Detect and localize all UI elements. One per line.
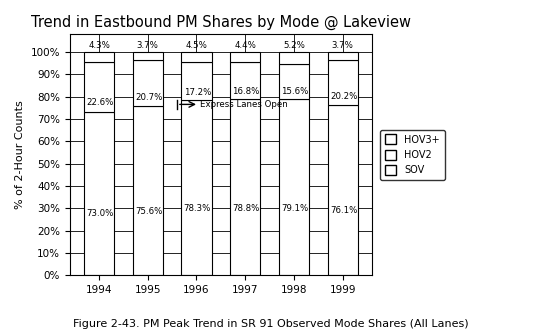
Bar <box>279 99 309 276</box>
Text: 4.3%: 4.3% <box>88 41 110 50</box>
Text: 22.6%: 22.6% <box>86 98 114 107</box>
Text: 17.2%: 17.2% <box>184 88 211 97</box>
Bar <box>182 52 211 62</box>
Bar <box>84 62 114 112</box>
Bar <box>84 112 114 276</box>
Text: 20.2%: 20.2% <box>330 92 357 101</box>
Text: 3.7%: 3.7% <box>137 41 159 49</box>
Text: 3.7%: 3.7% <box>332 41 353 49</box>
Title: Trend in Eastbound PM Shares by Mode @ Lakeview: Trend in Eastbound PM Shares by Mode @ L… <box>31 15 411 30</box>
Text: 20.7%: 20.7% <box>135 93 163 102</box>
Bar <box>279 52 309 64</box>
Bar <box>230 52 260 62</box>
Text: 78.8%: 78.8% <box>233 204 260 213</box>
Text: 16.8%: 16.8% <box>233 87 260 96</box>
Text: 5.2%: 5.2% <box>283 41 305 50</box>
Text: 73.0%: 73.0% <box>86 209 114 218</box>
Text: 79.1%: 79.1% <box>281 204 308 213</box>
Y-axis label: % of 2-Hour Counts: % of 2-Hour Counts <box>15 100 25 209</box>
Text: 76.1%: 76.1% <box>330 206 357 215</box>
Text: 75.6%: 75.6% <box>135 207 163 216</box>
Bar <box>182 62 211 100</box>
Bar <box>182 100 211 276</box>
Text: Figure 2-43. PM Peak Trend in SR 91 Observed Mode Shares (All Lanes): Figure 2-43. PM Peak Trend in SR 91 Obse… <box>73 319 469 329</box>
Bar <box>327 52 358 60</box>
Bar <box>327 105 358 276</box>
Text: 4.5%: 4.5% <box>185 41 208 49</box>
Bar <box>327 60 358 105</box>
Text: 4.4%: 4.4% <box>234 41 256 49</box>
Text: Express Lanes Open: Express Lanes Open <box>201 100 288 109</box>
Text: 78.3%: 78.3% <box>184 205 211 214</box>
Bar <box>133 60 163 106</box>
Bar <box>84 52 114 62</box>
Bar <box>133 52 163 60</box>
Bar <box>230 62 260 99</box>
Bar <box>230 99 260 276</box>
Bar <box>133 106 163 276</box>
Legend: HOV3+, HOV2, SOV: HOV3+, HOV2, SOV <box>380 130 444 180</box>
Bar <box>279 64 309 99</box>
Text: 15.6%: 15.6% <box>281 86 308 96</box>
